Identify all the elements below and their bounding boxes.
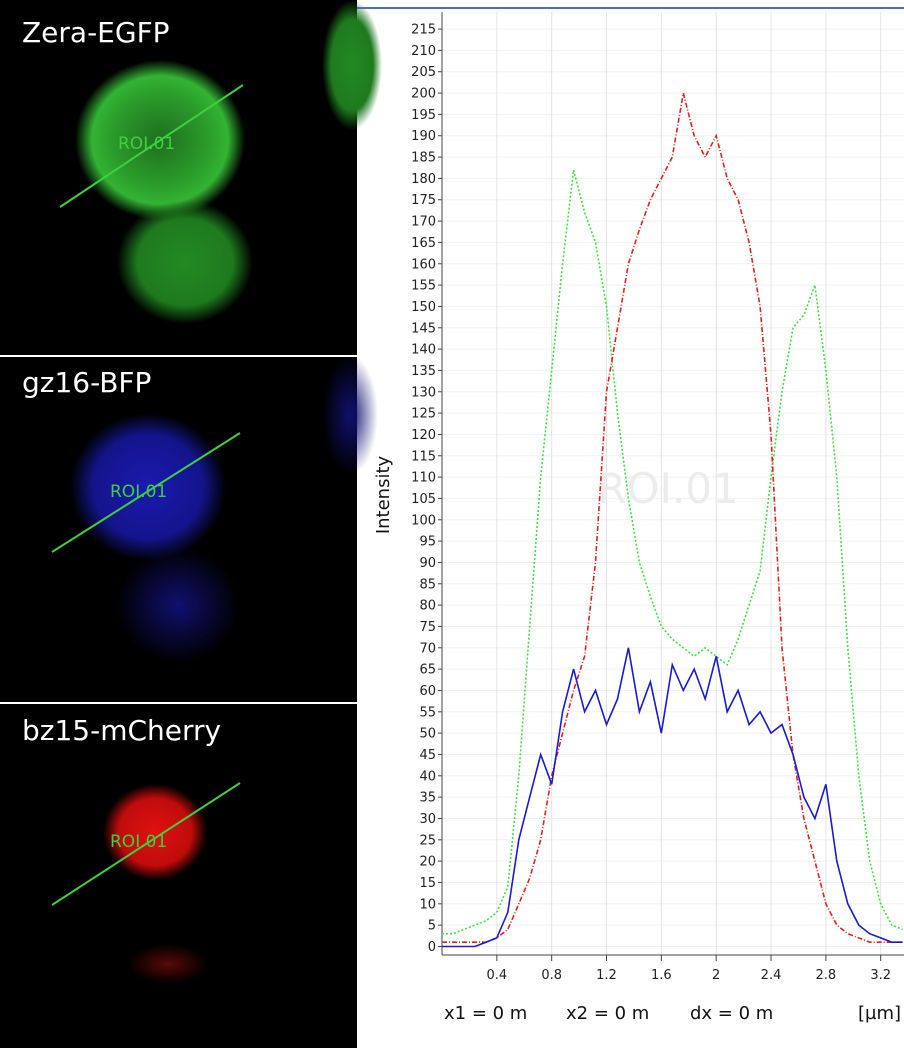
roi-line xyxy=(51,432,241,553)
y-tick-label: 85 xyxy=(419,577,436,592)
y-tick-label: 185 xyxy=(411,151,436,166)
panel-label: gz16-BFP xyxy=(22,366,151,399)
y-tick-label: 145 xyxy=(411,321,436,336)
cell xyxy=(128,944,208,984)
y-tick-label: 195 xyxy=(411,108,436,123)
panel-label: bz15-mCherry xyxy=(22,714,221,747)
x-tick-label: 2.4 xyxy=(761,968,782,983)
y-tick-label: 135 xyxy=(411,364,436,379)
y-tick-label: 60 xyxy=(419,684,436,699)
x-tick-label: 2.8 xyxy=(816,968,837,983)
cell xyxy=(322,0,382,130)
y-tick-label: 45 xyxy=(419,748,436,763)
y-tick-label: 190 xyxy=(411,129,436,144)
x-tick-label: 0.8 xyxy=(541,968,562,983)
roi-line xyxy=(59,84,244,208)
y-tick-label: 200 xyxy=(411,87,436,102)
y-tick-label: 10 xyxy=(419,897,436,912)
y-tick-label: 65 xyxy=(419,663,436,678)
x-tick-label: 3.2 xyxy=(870,968,891,983)
watermark: ROI.01 xyxy=(597,464,738,513)
y-tick-label: 55 xyxy=(419,705,436,720)
profile-line xyxy=(442,647,903,948)
panel-label: Zera-EGFP xyxy=(22,16,170,49)
y-tick-label: 5 xyxy=(428,919,436,934)
y-tick-label: 210 xyxy=(411,44,436,59)
roi-line xyxy=(51,782,241,906)
y-tick-label: 100 xyxy=(411,513,436,528)
plot-area xyxy=(442,12,904,955)
y-tick-label: 40 xyxy=(419,769,436,784)
y-axis-title: Intensity xyxy=(373,455,394,534)
y-tick-label: 155 xyxy=(411,279,436,294)
cursor-readout: x1 = 0 m xyxy=(444,1003,527,1024)
y-tick-label: 165 xyxy=(411,236,436,251)
y-tick-label: 125 xyxy=(411,407,436,422)
y-tick-label: 30 xyxy=(419,812,436,827)
y-tick-label: 160 xyxy=(411,257,436,272)
cursor-readout: dx = 0 m xyxy=(690,1003,773,1024)
y-tick-label: 180 xyxy=(411,172,436,187)
y-tick-label: 0 xyxy=(428,940,436,955)
x-unit: [µm] xyxy=(858,1003,901,1024)
cursor-readout: x2 = 0 m xyxy=(566,1003,649,1024)
y-tick-label: 170 xyxy=(411,215,436,230)
y-tick-label: 175 xyxy=(411,193,436,208)
x-tick-label: 0.4 xyxy=(486,968,507,983)
y-tick-label: 70 xyxy=(419,641,436,656)
y-tick-label: 25 xyxy=(419,833,436,848)
y-tick-label: 105 xyxy=(411,492,436,507)
cell xyxy=(117,200,253,324)
y-tick-label: 15 xyxy=(419,876,436,891)
profile-line xyxy=(442,92,903,943)
y-tick-label: 130 xyxy=(411,385,436,400)
cell xyxy=(116,547,240,663)
x-tick-label: 1.6 xyxy=(651,968,672,983)
y-tick-label: 80 xyxy=(419,599,436,614)
y-tick-label: 75 xyxy=(419,620,436,635)
y-tick-label: 90 xyxy=(419,556,436,571)
y-tick-label: 35 xyxy=(419,791,436,806)
cell xyxy=(70,413,226,561)
roi-label: ROI.01 xyxy=(118,134,175,154)
y-tick-label: 150 xyxy=(411,300,436,315)
cell xyxy=(322,355,378,475)
panel-image xyxy=(0,704,357,1048)
y-tick-label: 95 xyxy=(419,535,436,550)
y-tick-label: 140 xyxy=(411,343,436,358)
profile-line xyxy=(442,169,903,935)
roi-label: ROI.01 xyxy=(110,482,167,502)
y-tick-label: 115 xyxy=(411,449,436,464)
profile-chart: 0 5 10 15 20 25 30 35 40 45 50 55 60 65 70 75 80 85 90 95 10… xyxy=(373,12,904,1024)
y-tick-label: 120 xyxy=(411,428,436,443)
y-tick-label: 205 xyxy=(411,65,436,80)
y-tick-label: 20 xyxy=(419,855,436,870)
y-tick-label: 50 xyxy=(419,727,436,742)
y-tick-label: 215 xyxy=(411,23,436,38)
x-tick-label: 1.2 xyxy=(596,968,617,983)
y-tick-label: 110 xyxy=(411,471,436,486)
image-panels: ROI.01 Zera-EGFP ROI.01 gz16-BFP ROI.01 … xyxy=(0,0,382,1048)
x-tick-label: 2 xyxy=(712,968,720,983)
roi-label: ROI.01 xyxy=(110,832,167,852)
